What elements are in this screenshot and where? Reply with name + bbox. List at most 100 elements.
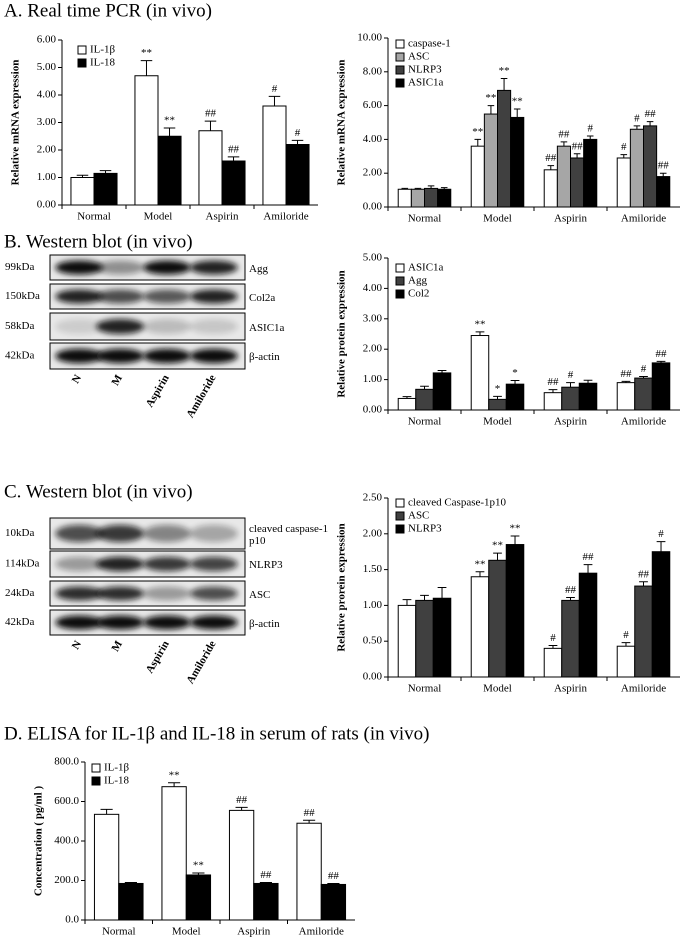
blot-band [96,318,145,335]
legend-swatch [395,39,405,49]
error-bar [100,808,113,815]
error-bar [586,135,594,140]
bar [616,645,636,678]
protein-label: ASIC1a [249,321,285,334]
section-title: D. ELISA for IL-1β and IL-18 in serum of… [4,723,429,744]
significance-label: ## [205,108,217,120]
blot-band [55,318,104,335]
blot-band [143,586,191,601]
legend-label: cleaved Caspase-1p10 [408,497,507,509]
protein-label: cleaved caspase-1 p10 [249,522,329,547]
legend-label: ASIC1a [408,77,444,89]
bar [629,128,644,208]
blot-band [96,556,145,572]
significance-label: ## [304,807,316,819]
error-bar [437,587,447,599]
blot-band [55,556,104,572]
error-bar [620,154,628,158]
error-bar [420,594,429,601]
protein-label-box: ASIC1a [249,321,285,334]
blot-band [189,556,238,572]
significance-label: # [658,528,664,540]
significance-label: ** [472,126,483,138]
molecular-weight: 114kDa [5,558,40,570]
bar [296,822,322,921]
bar [118,882,144,921]
blot-band [189,318,238,335]
significance-label: ## [236,794,248,806]
error-bar [259,881,272,884]
y-tick-label: 3.00 [363,312,383,324]
bar [578,382,598,411]
error-bar [402,599,412,606]
protein-label-box: Col2a [249,291,276,304]
section-title: A. Real time PCR (in vivo) [4,0,212,21]
legend-label: caspase-1 [408,38,451,50]
legend-label: IL-1β [90,44,116,56]
legend-swatch [395,78,405,88]
y-tick-label: 3.00 [37,116,57,128]
significance-label: ## [328,870,340,882]
error-bar [291,139,304,145]
molecular-weight: 58kDa [5,320,34,332]
blot-band [143,524,191,543]
x-tick-label: Normal [77,211,111,223]
error-bar [633,125,641,130]
x-tick-label: Normal [408,416,442,428]
section-title: C. Western blot (in vivo) [4,481,193,502]
significance-label: ** [164,115,175,127]
x-tick-label: Model [172,926,201,938]
significance-label: ** [499,65,510,77]
error-bar [513,108,521,118]
significance-label: ** [169,769,180,781]
y-tick-label: 6.00 [37,34,57,46]
error-bar [493,552,502,561]
error-bar [414,187,422,190]
error-bar [646,121,654,126]
legend-label: IL-1β [104,762,130,774]
bar [93,172,118,206]
lane-label: Amiloride [184,373,218,420]
error-bar [163,127,176,137]
x-tick-label: Amiloride [299,926,344,938]
bar [488,559,507,678]
bar [497,89,512,208]
bar [616,157,631,208]
y-tick-label: 2.00 [363,167,383,179]
significance-label: ## [656,348,668,360]
blot-band [143,260,191,275]
error-bar [547,165,555,170]
protein-label-box: Agg [249,263,268,275]
lane-label: Aspirin [144,373,172,410]
error-bar [440,187,448,190]
blot-band [96,289,145,304]
bar [397,188,412,208]
significance-label: # [295,127,301,139]
x-tick-label: Normal [102,926,136,938]
significance-label: ** [512,96,523,108]
y-tick-label: 4.00 [37,89,57,101]
error-bar [548,644,558,649]
y-tick-label: 0.00 [363,404,383,416]
y-tick-label: 1.00 [37,171,57,183]
lane-label: Aspirin [144,639,172,676]
bar [285,144,310,206]
lane-label: N [70,639,84,652]
blot-band [96,260,145,275]
significance-label: ** [141,47,152,59]
protein-label: Col2a [249,291,276,304]
significance-label: ## [645,108,657,120]
molecular-weight: 150kDa [5,290,40,302]
x-tick-label: Model [144,211,173,223]
error-bar [566,597,575,601]
significance-label: ** [193,860,204,872]
x-tick-label: Model [483,416,512,428]
lane-label: Amiloride [184,639,218,686]
bar [470,576,490,678]
bar [570,157,585,208]
error-bar [475,331,485,336]
bar [634,585,653,678]
protein-label: β-actin [249,617,280,630]
bar [483,113,498,208]
